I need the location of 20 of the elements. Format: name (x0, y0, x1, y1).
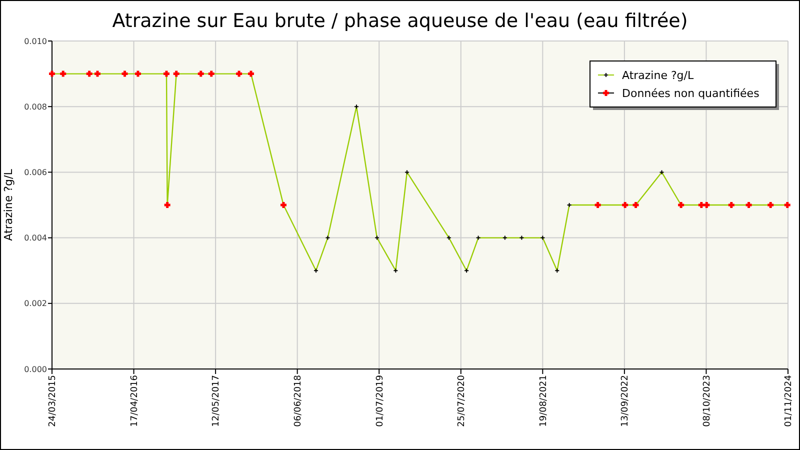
y-tick-label: 0.002 (24, 299, 47, 308)
x-tick-label: 01/07/2019 (375, 374, 386, 427)
x-tick-label: 25/07/2020 (457, 374, 468, 427)
x-tick-label: 13/09/2022 (620, 375, 631, 427)
y-tick-label: 0.008 (24, 102, 47, 112)
chart-title: Atrazine sur Eau brute / phase aqueuse de l'eau (eau filtrée) (112, 10, 688, 32)
x-tick-label: 01/11/2024 (784, 374, 794, 427)
y-tick-label: 0.000 (24, 364, 47, 374)
y-axis-title: Atrazine ?g/L (2, 168, 15, 241)
x-tick-label: 08/10/2023 (702, 375, 712, 427)
y-tick-label: 0.004 (24, 234, 47, 243)
y-tick-label: 0.006 (24, 168, 47, 177)
x-tick-label: 06/06/2018 (293, 374, 304, 427)
y-tick-label: 0.010 (24, 36, 47, 46)
x-tick-label: 24/03/2015 (48, 375, 58, 427)
legend-label: Données non quantifiées (622, 86, 760, 100)
x-tick-label: 17/04/2016 (130, 374, 140, 427)
x-tick-label: 12/05/2017 (212, 375, 222, 427)
x-tick-label: 19/08/2021 (538, 375, 549, 427)
legend-label: Atrazine ?g/L (622, 68, 694, 82)
